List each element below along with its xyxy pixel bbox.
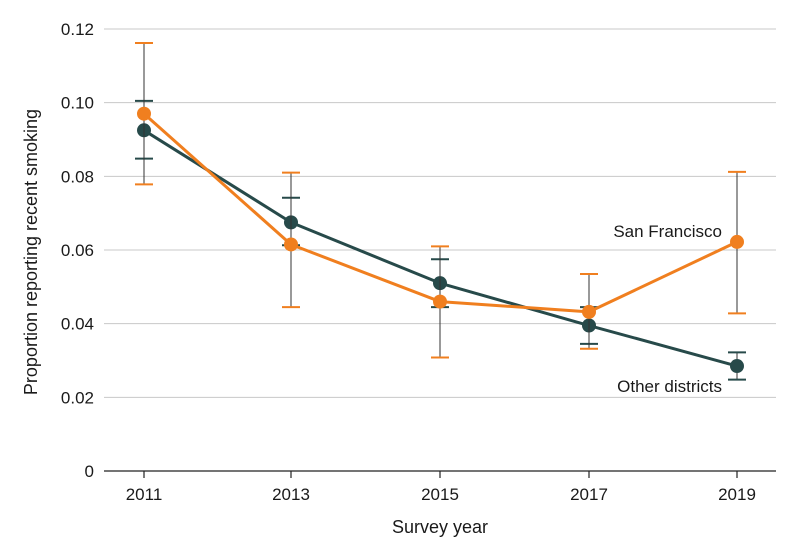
x-tick-label: 2013 — [272, 485, 310, 504]
x-tick-label: 2017 — [570, 485, 608, 504]
error-bars — [135, 41, 746, 359]
series-layer — [135, 41, 746, 381]
series-san-francisco — [135, 41, 746, 359]
series-label-other-districts: Other districts — [617, 377, 722, 396]
data-point — [284, 237, 298, 252]
data-point — [582, 304, 596, 319]
y-axis-ticks: 0 0.02 0.04 0.06 0.08 0.10 0.12 — [61, 20, 94, 481]
y-tick-label: 0 — [85, 462, 94, 481]
y-tick-label: 0.10 — [61, 94, 94, 113]
x-tick-label: 2019 — [718, 485, 756, 504]
x-axis-ticks: 2011 2013 2015 2017 2019 — [126, 471, 756, 504]
data-point — [433, 294, 447, 309]
y-tick-label: 0.12 — [61, 20, 94, 39]
y-tick-label: 0.04 — [61, 315, 94, 334]
x-tick-label: 2015 — [421, 485, 459, 504]
data-point — [137, 106, 151, 121]
y-tick-label: 0.06 — [61, 241, 94, 260]
y-tick-label: 0.02 — [61, 388, 94, 407]
data-point — [730, 234, 744, 249]
series-label-san-francisco: San Francisco — [613, 222, 722, 241]
y-axis-title: Proportion reporting recent smoking — [21, 109, 41, 395]
x-tick-label: 2011 — [126, 485, 163, 504]
x-axis-title: Survey year — [392, 517, 488, 537]
y-tick-label: 0.08 — [61, 167, 94, 186]
data-point — [730, 359, 744, 374]
